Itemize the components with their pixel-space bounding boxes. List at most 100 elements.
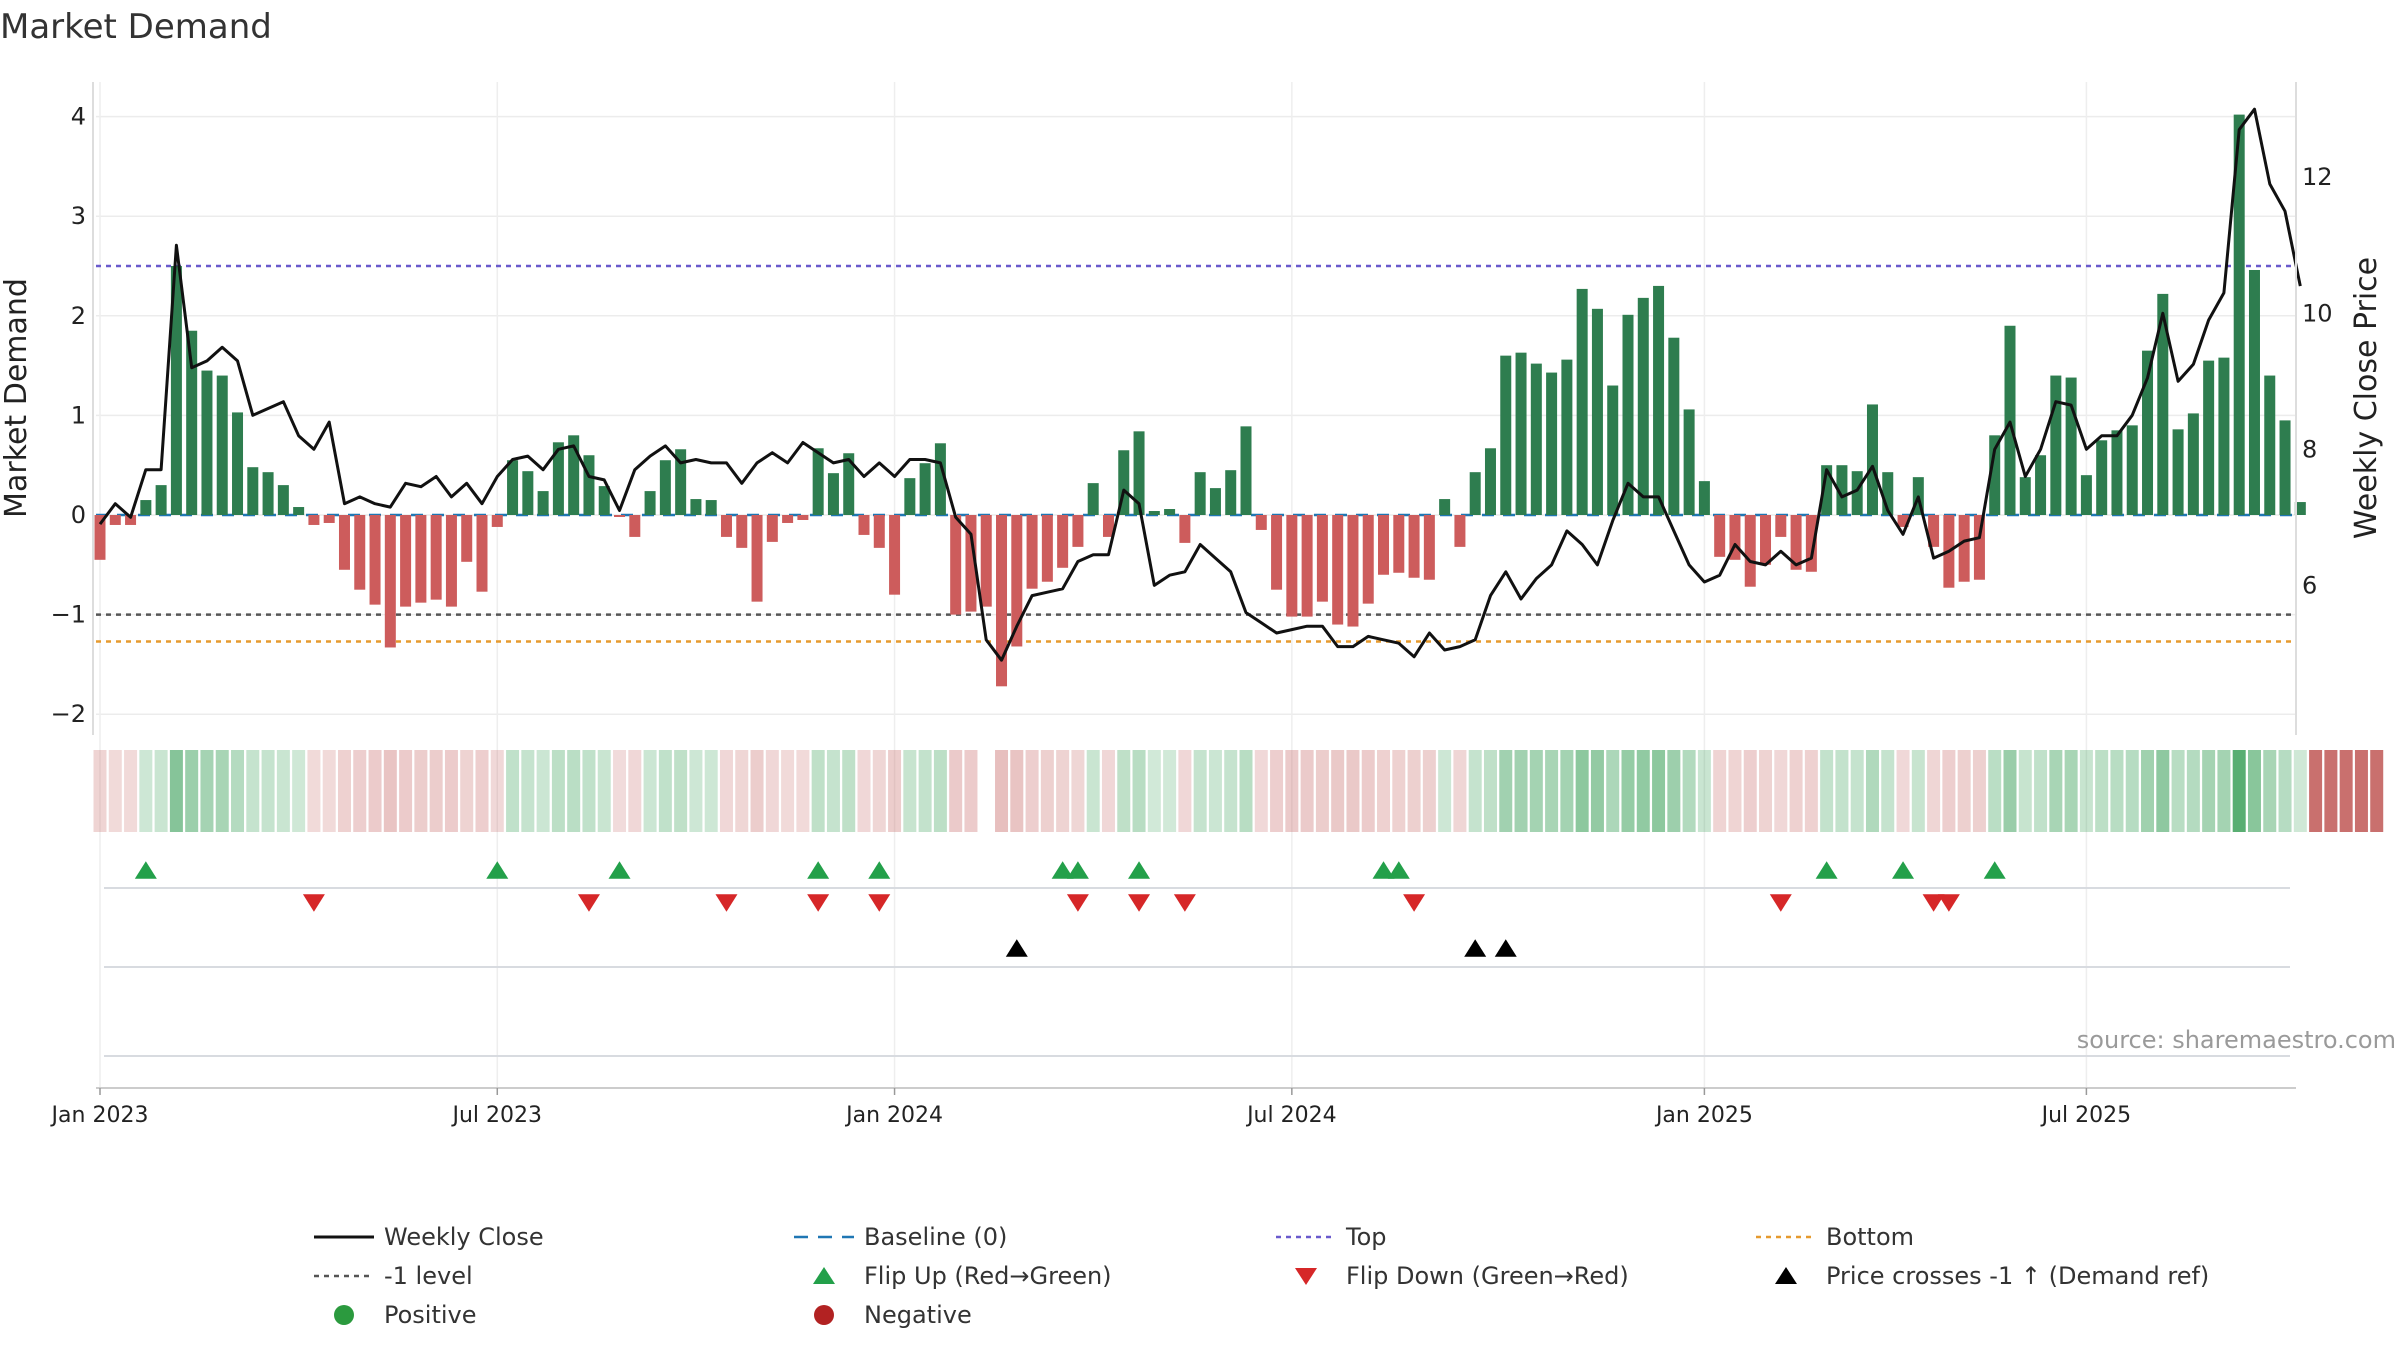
heat-strip-cell	[383, 750, 397, 832]
legend: Weekly Close Baseline (0) Top Bottom -1 leve…	[314, 1223, 2209, 1329]
flip-up-marker	[1387, 861, 1410, 879]
heat-strip-cell	[490, 750, 504, 832]
demand-bar	[1484, 448, 1496, 515]
demand-bar	[1836, 465, 1848, 515]
demand-bar	[445, 515, 457, 607]
demand-bar	[1393, 515, 1405, 573]
heat-strip-cell	[1056, 750, 1070, 832]
heat-strip-cell	[1040, 750, 1054, 832]
flip-down-marker	[302, 894, 325, 912]
heat-strip-cell	[1789, 750, 1803, 832]
legend-swatch-negative	[814, 1305, 834, 1325]
legend-label: Top	[1345, 1223, 1387, 1251]
heat-strip-cell	[1101, 750, 1115, 832]
heat-strip-cell	[276, 750, 290, 832]
heat-strip-cell	[1193, 750, 1207, 832]
heat-strip-cell	[995, 750, 1009, 832]
heat-strip-cell	[2278, 750, 2292, 832]
demand-bar	[889, 515, 901, 595]
demand-bar	[1041, 515, 1053, 582]
demand-bar	[2172, 429, 2184, 515]
demand-bar	[751, 515, 763, 602]
heat-strip-cell	[1682, 750, 1696, 832]
demand-bar	[1561, 359, 1573, 515]
heat-strip-cell	[857, 750, 871, 832]
price-cross-marker	[1494, 939, 1517, 957]
heat-strip-cell	[169, 750, 183, 832]
demand-bar	[1423, 515, 1435, 580]
demand-bar	[1790, 515, 1802, 570]
heat-strip-cell	[246, 750, 260, 832]
heat-strip-cell	[2049, 750, 2063, 832]
demand-bar	[1653, 285, 1665, 515]
demand-bar	[1500, 355, 1512, 515]
demand-bar	[354, 515, 366, 590]
demand-bar	[1454, 515, 1466, 547]
demand-bar	[1378, 515, 1390, 575]
demand-bar	[109, 515, 121, 525]
demand-bar	[537, 491, 549, 515]
legend-label: Flip Up (Red→Green)	[864, 1262, 1112, 1290]
demand-bar	[1469, 472, 1481, 515]
heat-strip-cell	[1010, 750, 1024, 832]
heat-strip-cell	[154, 750, 168, 832]
demand-bar	[782, 515, 794, 523]
heat-strip-cell	[1514, 750, 1528, 832]
demand-bar	[1011, 515, 1023, 647]
demand-bar	[2248, 269, 2260, 515]
heat-strip-cell	[1606, 750, 1620, 832]
heat-strip-cell	[551, 750, 565, 832]
flip-down-marker	[1066, 894, 1089, 912]
heat-strip-cell	[1147, 750, 1161, 832]
x-tick-label: Jul 2024	[1245, 1103, 1337, 1128]
demand-bar	[461, 515, 473, 562]
demand-bar	[308, 515, 320, 525]
heat-strip-cell	[1254, 750, 1268, 832]
demand-bar	[1714, 515, 1726, 557]
heat-strip-cell	[506, 750, 520, 832]
legend-item-flip_down: Flip Down (Green→Red)	[1295, 1262, 1629, 1290]
heat-strip-cell	[200, 750, 214, 832]
flip-down-marker	[1128, 894, 1151, 912]
flip-down-marker	[1403, 894, 1426, 912]
demand-bar	[1637, 297, 1649, 515]
demand-axis-label: Market Demand	[0, 278, 34, 518]
legend-label: -1 level	[384, 1262, 473, 1290]
chart-title: Market Demand	[0, 7, 272, 47]
flip-up-marker	[1128, 861, 1151, 879]
legend-item-positive: Positive	[334, 1301, 477, 1329]
heat-strip-cell	[261, 750, 275, 832]
heat-strip-cell	[368, 750, 382, 832]
flip-up-marker	[807, 861, 830, 879]
heat-strip-cell	[2018, 750, 2032, 832]
demand-bar	[644, 491, 656, 515]
legend-label: Baseline (0)	[864, 1223, 1007, 1251]
heat-strip-cell	[2263, 750, 2277, 832]
heat-strip-cell	[781, 750, 795, 832]
demand-bar	[1515, 352, 1527, 515]
demand-bar	[430, 515, 442, 600]
heat-strip-cell	[1208, 750, 1222, 832]
demand-bar	[2035, 455, 2047, 515]
heat-strip-cell	[1163, 750, 1177, 832]
price-cross-marker	[1005, 939, 1028, 957]
demand-bar	[1301, 515, 1313, 617]
demand-bar	[2157, 293, 2169, 515]
x-tick-label: Jul 2023	[451, 1103, 543, 1128]
legend-item-level: -1 level	[314, 1262, 473, 1290]
heat-strip-cell	[1407, 750, 1421, 832]
heat-strip-cell	[444, 750, 458, 832]
demand-bar	[232, 412, 244, 515]
price-tick-label: 10	[2302, 299, 2333, 327]
demand-bar	[1530, 363, 1542, 515]
heat-strip-cell	[1927, 750, 1941, 832]
heat-strip-cell	[918, 750, 932, 832]
demand-bar	[843, 453, 855, 515]
heat-strip-cell	[521, 750, 535, 832]
heat-strip-cell	[1850, 750, 1864, 832]
heat-strip-cell	[674, 750, 688, 832]
heat-strip-cell	[2186, 750, 2200, 832]
x-tick-label: Jan 2024	[844, 1103, 943, 1128]
demand-bar	[1179, 515, 1191, 543]
